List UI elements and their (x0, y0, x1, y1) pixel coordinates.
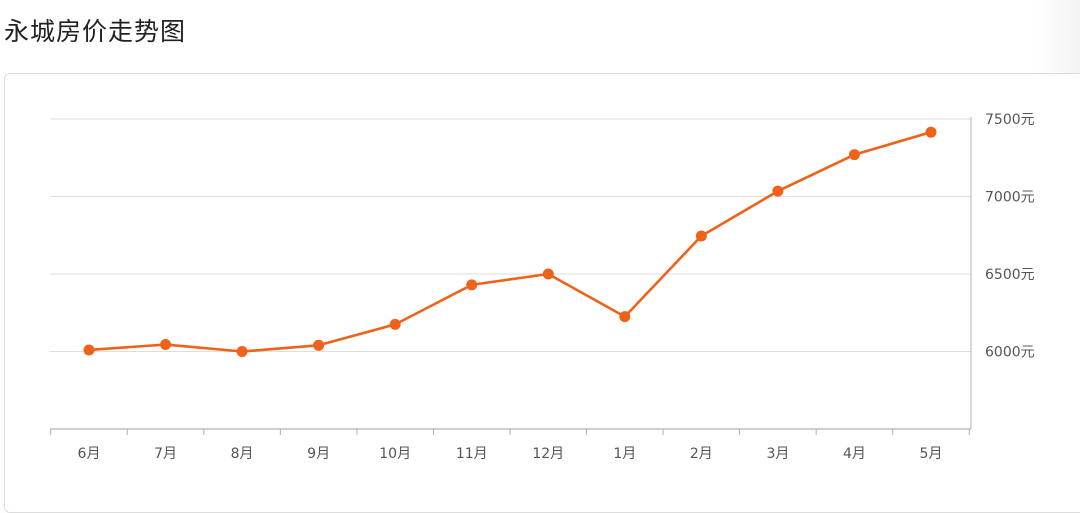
data-point[interactable] (925, 126, 937, 138)
axes (50, 117, 972, 435)
data-points (83, 126, 937, 357)
data-point[interactable] (389, 318, 401, 330)
grid-lines (50, 118, 971, 352)
x-tick-label: 3月 (766, 446, 789, 462)
x-tick-label: 10月 (379, 446, 411, 462)
y-tick-labels: 6000元 6500元 7000元 7500元 (985, 112, 1035, 361)
x-tick-label: 12月 (532, 446, 564, 462)
data-point[interactable] (695, 230, 707, 242)
y-tick-label: 6000元 (985, 345, 1035, 361)
x-tick-labels: 6月 7月 8月 9月 10月 11月 12月 1月 2月 3月 4月 5月 (78, 446, 943, 462)
y-tick-label: 7500元 (985, 112, 1035, 128)
data-point[interactable] (848, 149, 860, 161)
data-point[interactable] (236, 346, 248, 357)
y-tick-label: 7000元 (985, 190, 1035, 206)
x-tick-label: 8月 (231, 446, 254, 462)
data-point[interactable] (466, 279, 478, 291)
data-point[interactable] (313, 339, 325, 351)
data-point[interactable] (772, 185, 784, 197)
x-tick-label: 6月 (78, 446, 101, 462)
data-point[interactable] (83, 344, 95, 356)
x-tick-label: 4月 (843, 446, 866, 462)
x-tick-label: 11月 (456, 446, 488, 462)
series-line-layer (87, 130, 933, 353)
x-tick-label: 9月 (307, 446, 330, 462)
x-tick-label: 1月 (613, 446, 636, 462)
data-point[interactable] (542, 268, 554, 280)
x-tick-label: 2月 (690, 446, 713, 462)
x-tick-label: 7月 (154, 446, 177, 462)
chart-card: 6月 7月 8月 9月 10月 11月 12月 1月 2月 3月 4月 5月 6000元 6500元 70… (4, 73, 1080, 513)
house-price-line-chart: 6月 7月 8月 9月 10月 11月 12月 1月 2月 3月 4月 5月 6000元 6500元 70… (50, 112, 1035, 462)
y-tick-label: 6500元 (985, 267, 1035, 283)
series-line (87, 130, 933, 353)
data-point[interactable] (160, 339, 172, 351)
x-tick-label: 5月 (920, 446, 943, 462)
data-point[interactable] (619, 311, 631, 323)
page-title: 永城房价走势图 (4, 17, 187, 46)
